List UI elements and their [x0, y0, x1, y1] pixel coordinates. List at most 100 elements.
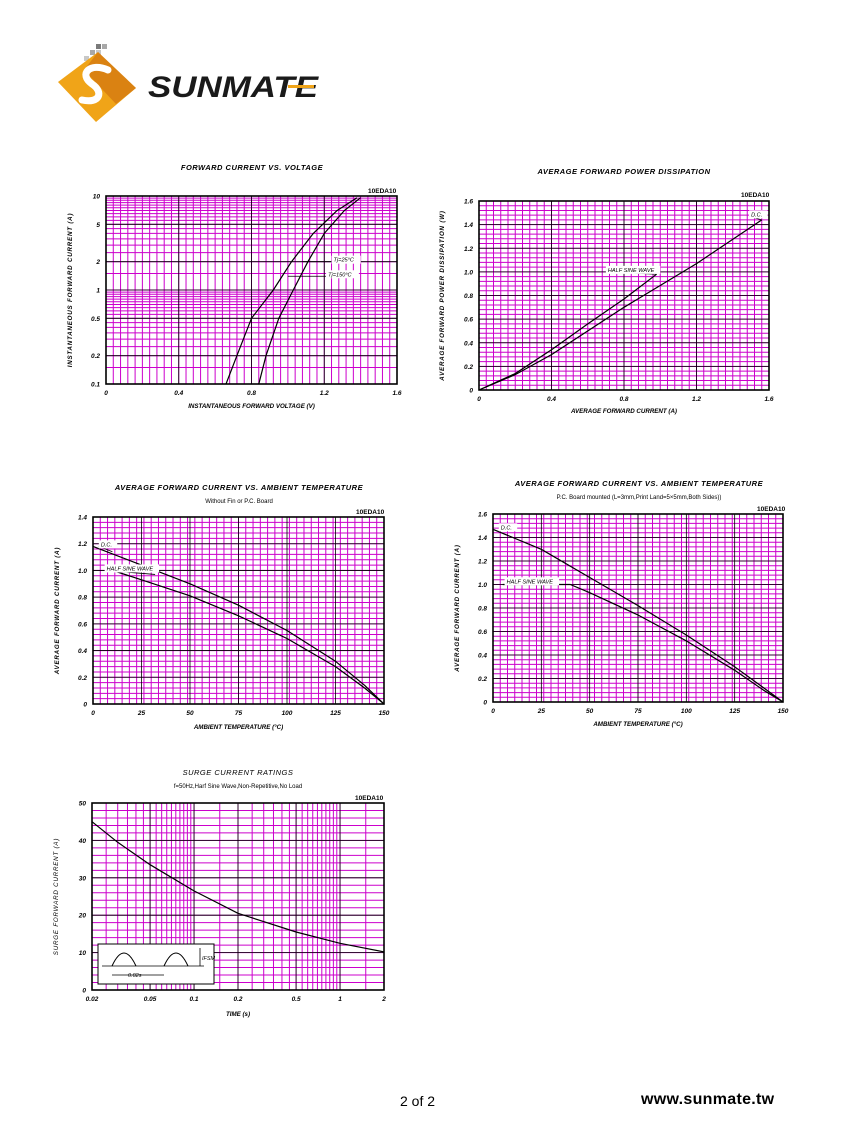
logo-accent-bar — [288, 85, 314, 88]
x-tick-label: 1.2 — [692, 396, 701, 403]
part-number: 10EDA10 — [757, 506, 786, 513]
annotation-bg — [104, 564, 160, 573]
x-axis-label: TIME (s) — [226, 1011, 250, 1018]
y-tick-label: 1.4 — [78, 515, 87, 522]
x-tick-label: 2 — [381, 996, 386, 1003]
annotation-bg — [98, 540, 118, 549]
chart-title: SURGE CURRENT RATINGS — [183, 768, 294, 777]
x-tick-label: 0 — [104, 390, 108, 397]
x-tick-label: 100 — [282, 710, 293, 717]
x-tick-label: 150 — [778, 708, 789, 715]
part-number: 10EDA10 — [368, 188, 397, 195]
y-tick-label: 10 — [79, 950, 87, 957]
y-tick-label: 1.0 — [478, 582, 487, 589]
plot-frame — [91, 802, 385, 991]
y-tick-label: 10 — [93, 194, 101, 201]
y-axis-label: AVERAGE FORWARD CURRENT (A) — [454, 544, 461, 673]
chart-derate_pcb: 0 25 50 75 100 125 150 0 0.2 0.4 0.6 0.8 1.0 1.2 1.4 1.… — [454, 479, 789, 728]
x-tick-label: 0.5 — [292, 996, 301, 1003]
y-tick-label: 0.1 — [91, 382, 100, 389]
annotation-bg — [749, 210, 768, 219]
y-tick-label: 0.8 — [464, 293, 473, 300]
y-tick-label: 0 — [82, 988, 86, 995]
y-tick-label: 20 — [78, 913, 87, 920]
y-tick-label: 1.2 — [478, 559, 487, 566]
y-tick-label: 1.0 — [78, 568, 87, 575]
chart-title: AVERAGE FORWARD POWER DISSIPATION — [536, 167, 710, 176]
y-tick-label: 0.4 — [78, 648, 87, 655]
inset-pulse-2 — [163, 952, 189, 967]
series-label: D.C. — [751, 212, 762, 218]
y-tick-label: 0.8 — [78, 595, 87, 602]
part-number: 10EDA10 — [355, 795, 384, 802]
x-tick-label: 1.6 — [764, 396, 773, 403]
series-line-2 — [502, 583, 784, 703]
series-label: D.C. — [101, 542, 112, 548]
series-line-1 — [478, 219, 763, 391]
y-tick-label: 50 — [79, 801, 87, 808]
y-tick-label: 0 — [483, 700, 487, 707]
series-line-1 — [91, 821, 385, 953]
website-link[interactable]: www.sunmate.tw — [641, 1091, 775, 1108]
x-tick-label: 0.2 — [233, 996, 242, 1003]
x-tick-label: 0.02 — [86, 996, 99, 1003]
x-tick-label: 0 — [91, 710, 95, 717]
page-number: 2 of 2 — [400, 1093, 436, 1109]
y-tick-label: 1 — [96, 288, 100, 295]
inset-period-label: 0.02s — [128, 973, 142, 979]
x-tick-label: 0 — [491, 708, 495, 715]
series-label: D.C. — [501, 525, 512, 531]
chart-derate_nofin: 0 25 50 75 100 125 150 0 0.2 0.4 0.6 0.8 1.0 1.2 1.4 AV… — [54, 483, 390, 731]
y-tick-label: 0.2 — [478, 676, 487, 683]
part-number: 10EDA10 — [741, 192, 770, 199]
x-tick-label: 25 — [137, 710, 146, 717]
y-tick-label: 1.4 — [464, 222, 473, 229]
series-label: HALF SINE WAVE — [608, 268, 655, 274]
y-axis-label: AVERAGE FORWARD POWER DISSIPATION (W) — [439, 210, 446, 381]
x-tick-label: 25 — [537, 708, 546, 715]
y-tick-label: 5 — [96, 222, 100, 229]
x-axis-label: AMBIENT TEMPERATURE (°C) — [592, 721, 682, 728]
x-tick-label: 75 — [634, 708, 642, 715]
x-tick-label: 100 — [681, 708, 692, 715]
chart-subtitle: P.C. Board mounted (L=3mm,Print Land=5×5… — [557, 495, 722, 501]
chart-subtitle: Without Fin or P.C. Board — [205, 499, 273, 505]
x-tick-label: 50 — [186, 710, 194, 717]
y-tick-label: 0.4 — [464, 340, 473, 347]
y-tick-label: 0.6 — [464, 317, 473, 324]
chart-title: AVERAGE FORWARD CURRENT VS. AMBIENT TEMP… — [514, 479, 764, 488]
chart-title: FORWARD CURRENT VS. VOLTAGE — [181, 163, 324, 172]
x-tick-label: 0.05 — [144, 996, 157, 1003]
logo-emblem-icon — [58, 52, 136, 122]
chart-subtitle: f=50Hz,Harf Sine Wave,Non-Repetitive,No … — [174, 784, 302, 790]
y-axis-label: AVERAGE FORWARD CURRENT (A) — [54, 547, 61, 676]
annotation-bg — [605, 265, 661, 274]
inset-frame — [97, 943, 215, 985]
y-tick-label: 1.2 — [78, 541, 87, 548]
x-tick-label: 0.1 — [190, 996, 199, 1003]
y-tick-label: 0.6 — [78, 621, 87, 628]
series-line-1 — [225, 197, 358, 385]
annotation-bg — [504, 577, 559, 586]
major-grid — [105, 195, 398, 385]
y-tick-label: 1.6 — [464, 199, 473, 206]
chart-fwd_iv: 0 0.4 0.8 1.2 1.6 0.1 0.2 0.5 1 2 5 10 FORWARD CURRE… — [67, 163, 402, 410]
y-tick-label: 2 — [95, 259, 100, 266]
chart-title: AVERAGE FORWARD CURRENT VS. AMBIENT TEMP… — [114, 483, 364, 492]
y-tick-label: 0.2 — [464, 364, 473, 371]
y-axis-label: SURGE FORWARD CURRENT (A) — [53, 838, 60, 955]
annotation-bg — [498, 523, 518, 532]
x-axis-label: AVERAGE FORWARD CURRENT (A) — [570, 408, 677, 415]
y-tick-label: 1.0 — [464, 269, 473, 276]
y-tick-label: 0.5 — [91, 316, 100, 323]
y-tick-label: 1.6 — [478, 512, 487, 519]
x-axis-label: AMBIENT TEMPERATURE (°C) — [193, 724, 283, 731]
x-tick-label: 125 — [330, 710, 341, 717]
part-number: 10EDA10 — [356, 509, 385, 516]
series-label: Tj=25°C — [334, 258, 355, 264]
x-tick-label: 0.8 — [247, 390, 256, 397]
inset-pulse-1 — [111, 952, 137, 967]
series-line-2 — [478, 273, 657, 391]
